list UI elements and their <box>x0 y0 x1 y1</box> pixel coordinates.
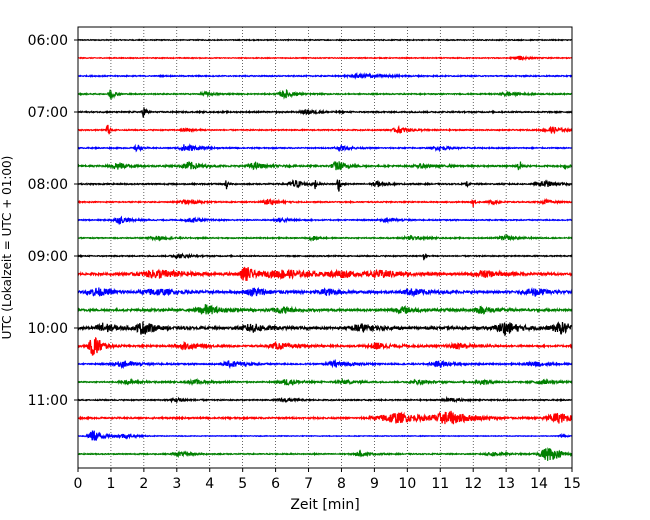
trace-line <box>77 358 573 370</box>
trace-line <box>77 337 573 356</box>
y-tick-label: 09:00 <box>28 249 68 265</box>
x-tick-label: 13 <box>497 476 515 492</box>
y-tick-label: 06:00 <box>28 33 68 49</box>
y-axis-label: UTC (Lokalzeit = UTC + 01:00) <box>0 156 14 340</box>
x-tick-label: 8 <box>337 476 346 492</box>
x-tick-label: 11 <box>431 476 449 492</box>
trace-line <box>77 395 573 405</box>
y-tick-label: 08:00 <box>28 177 68 193</box>
x-axis-label: Zeit [min] <box>290 497 359 513</box>
x-tick-label: 2 <box>139 476 148 492</box>
trace-line <box>77 304 573 315</box>
trace-line <box>77 143 573 153</box>
x-tick-label: 1 <box>106 476 115 492</box>
x-tick-label: 0 <box>74 476 83 492</box>
trace-line <box>77 71 573 80</box>
trace-line <box>77 410 573 425</box>
trace-line <box>77 430 573 441</box>
plot-frame <box>77 26 573 469</box>
trace-line <box>77 178 573 192</box>
y-tick-label: 07:00 <box>28 105 68 121</box>
trace-line <box>77 160 573 171</box>
trace-line <box>77 89 573 101</box>
trace-line <box>77 107 573 118</box>
x-tick-label: 7 <box>304 476 313 492</box>
trace-group <box>77 38 573 461</box>
trace-line <box>77 124 573 135</box>
x-tick-label: 9 <box>370 476 379 492</box>
trace-line <box>77 54 573 62</box>
x-tick-label: 4 <box>205 476 214 492</box>
trace-line <box>77 38 572 42</box>
trace-line <box>77 266 573 281</box>
x-tick-label: 6 <box>271 476 280 492</box>
trace-line <box>77 321 573 337</box>
x-axis: 0 1 2 3 4 5 6 7 8 9 10 11 12 13 14 15 <box>74 468 581 492</box>
trace-line <box>77 252 573 261</box>
x-tick-label: 14 <box>530 476 548 492</box>
trace-line <box>77 377 573 387</box>
trace-line <box>77 447 573 461</box>
x-tick-label: 15 <box>563 476 581 492</box>
x-tick-label: 12 <box>464 476 482 492</box>
y-tick-label: 11:00 <box>28 393 68 409</box>
trace-line <box>77 197 573 208</box>
y-tick-label: 10:00 <box>28 321 68 337</box>
trace-line <box>77 215 573 226</box>
trace-line <box>77 233 573 242</box>
trace-line <box>77 286 573 298</box>
x-tick-label: 5 <box>238 476 247 492</box>
y-axis: 06:00 07:00 08:00 09:00 10:00 11:00 <box>28 33 78 409</box>
x-tick-label: 10 <box>398 476 416 492</box>
x-tick-label: 3 <box>172 476 181 492</box>
